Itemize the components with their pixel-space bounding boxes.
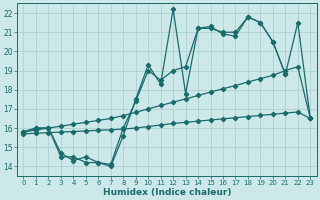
X-axis label: Humidex (Indice chaleur): Humidex (Indice chaleur) [103,188,231,197]
